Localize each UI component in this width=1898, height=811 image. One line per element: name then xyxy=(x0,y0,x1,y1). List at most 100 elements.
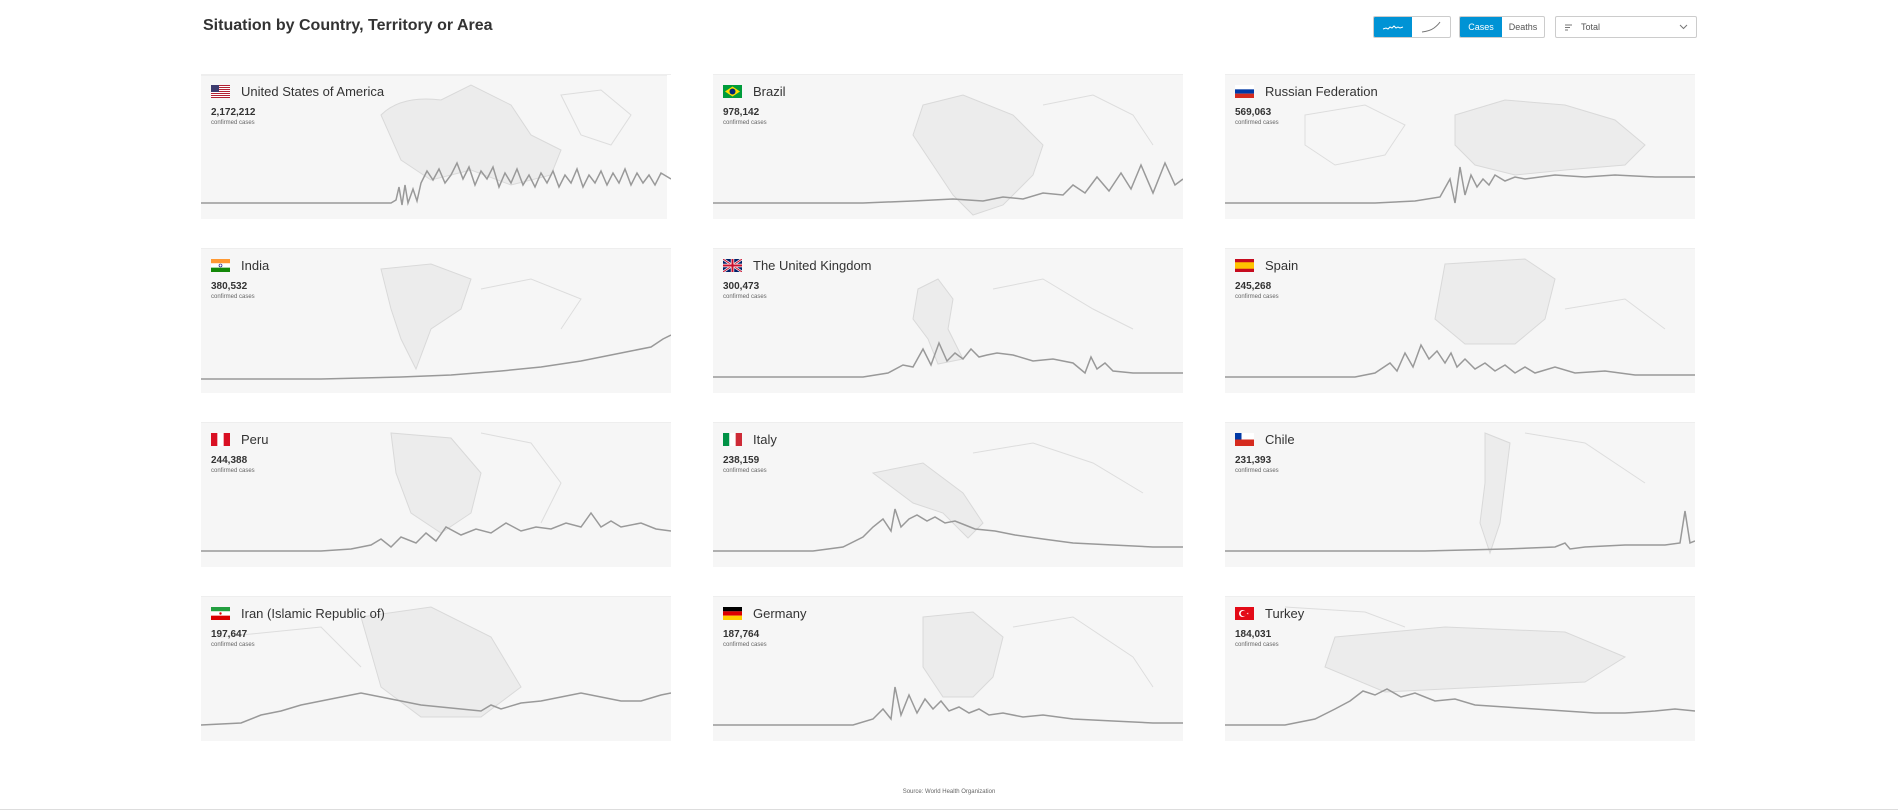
trend-sparkline xyxy=(201,511,671,552)
case-unit: confirmed cases xyxy=(1235,294,1279,300)
divider xyxy=(0,809,1898,810)
case-unit: confirmed cases xyxy=(1235,468,1279,474)
case-unit: confirmed cases xyxy=(211,468,255,474)
country-name: The United Kingdom xyxy=(753,258,872,273)
pe-flag-icon xyxy=(211,433,230,446)
country-name: Peru xyxy=(241,432,269,447)
case-count: 231,393 xyxy=(1235,455,1272,466)
cl-flag-icon xyxy=(1235,433,1254,446)
country-map-image xyxy=(220,606,522,718)
country-card[interactable]: Brazil 978,142 confirmed cases xyxy=(713,74,1183,219)
daily-chart-button[interactable] xyxy=(1374,17,1412,37)
country-map-image xyxy=(1434,258,1666,345)
country-name: Turkey xyxy=(1265,606,1305,621)
case-count: 197,647 xyxy=(211,629,248,640)
country-card[interactable]: India 380,532 confirmed cases xyxy=(201,248,671,393)
sort-icon xyxy=(1565,24,1572,30)
it-flag-icon xyxy=(723,433,742,446)
trend-sparkline xyxy=(1225,166,1695,204)
sort-select[interactable]: Total xyxy=(1555,16,1697,38)
case-count: 245,268 xyxy=(1235,281,1272,292)
header: Situation by Country, Territory or Area … xyxy=(203,0,1697,55)
bar-chart-icon xyxy=(1382,25,1404,30)
trend-sparkline xyxy=(201,692,671,726)
country-map-image xyxy=(1479,432,1646,555)
trend-sparkline xyxy=(713,508,1183,552)
metric-toggle: Cases Deaths xyxy=(1459,16,1545,38)
case-count: 238,159 xyxy=(723,455,760,466)
case-count: 184,031 xyxy=(1235,629,1272,640)
country-card[interactable]: Italy 238,159 confirmed cases xyxy=(713,422,1183,567)
ir-flag-icon xyxy=(211,607,230,620)
case-unit: confirmed cases xyxy=(211,642,255,648)
chart-type-toggle xyxy=(1373,16,1451,38)
country-name: Chile xyxy=(1265,432,1295,447)
sort-select-value: Total xyxy=(1581,22,1601,32)
country-map-image xyxy=(922,611,1154,698)
source-note: Source: World Health Organization xyxy=(902,789,996,795)
tr-flag-icon xyxy=(1235,607,1254,620)
country-card[interactable]: Turkey 184,031 confirmed cases xyxy=(1225,596,1695,741)
case-count: 244,388 xyxy=(211,455,248,466)
country-card[interactable]: Iran (Islamic Republic of) 197,647 confi… xyxy=(201,596,671,741)
country-card[interactable]: Chile 231,393 confirmed cases xyxy=(1225,422,1695,567)
country-name: Russian Federation xyxy=(1265,84,1378,99)
country-map-image xyxy=(390,432,562,534)
br-flag-icon xyxy=(723,85,742,98)
country-card[interactable]: The United Kingdom 300,473 confirmed cas… xyxy=(713,248,1183,393)
ru-flag-icon xyxy=(1235,85,1254,98)
case-count: 300,473 xyxy=(723,281,760,292)
country-map-image xyxy=(871,442,1144,539)
country-card[interactable]: Russian Federation 569,063 confirmed cas… xyxy=(1225,74,1695,219)
cumulative-chart-button[interactable] xyxy=(1412,17,1450,37)
case-unit: confirmed cases xyxy=(723,468,767,474)
in-flag-icon xyxy=(211,259,230,272)
country-card[interactable]: Germany 187,764 confirmed cases xyxy=(713,596,1183,741)
trend-sparkline xyxy=(713,161,1183,204)
de-flag-icon xyxy=(723,607,742,620)
line-chart-icon xyxy=(1421,21,1441,33)
country-map-image xyxy=(201,75,671,219)
trend-sparkline xyxy=(201,334,671,380)
us-flag-icon xyxy=(211,85,230,98)
case-count: 569,063 xyxy=(1235,107,1272,118)
trend-sparkline xyxy=(713,686,1183,726)
gb-flag-icon xyxy=(723,259,742,272)
case-count: 187,764 xyxy=(723,629,760,640)
page-title: Situation by Country, Territory or Area xyxy=(203,17,493,34)
country-name: Germany xyxy=(753,606,807,621)
case-unit: confirmed cases xyxy=(723,120,767,126)
country-name: United States of America xyxy=(241,84,385,99)
es-flag-icon xyxy=(1235,259,1254,272)
case-unit: confirmed cases xyxy=(1235,120,1279,126)
country-name: Brazil xyxy=(753,84,786,99)
country-map-image xyxy=(1304,99,1646,176)
case-count: 978,142 xyxy=(723,107,760,118)
case-unit: confirmed cases xyxy=(1235,642,1279,648)
trend-sparkline xyxy=(1225,688,1695,726)
deaths-button[interactable]: Deaths xyxy=(1508,22,1538,32)
country-name: Spain xyxy=(1265,258,1299,273)
case-unit: confirmed cases xyxy=(211,294,255,300)
case-count: 2,172,212 xyxy=(211,107,256,118)
trend-sparkline xyxy=(1225,343,1695,378)
trend-sparkline xyxy=(201,161,671,206)
case-unit: confirmed cases xyxy=(723,642,767,648)
case-unit: confirmed cases xyxy=(211,120,255,126)
country-card[interactable]: Peru 244,388 confirmed cases xyxy=(201,422,671,567)
country-map-image xyxy=(912,94,1154,216)
country-card[interactable]: Spain 245,268 confirmed cases xyxy=(1225,248,1695,393)
case-unit: confirmed cases xyxy=(723,294,767,300)
country-name: India xyxy=(241,258,270,273)
country-map-image xyxy=(912,278,1134,365)
country-card[interactable]: United States of America 2,172,212 confi… xyxy=(201,74,671,219)
country-map-image xyxy=(380,263,582,371)
case-count: 380,532 xyxy=(211,281,248,292)
trend-sparkline xyxy=(713,340,1183,378)
country-map-image xyxy=(1284,606,1627,693)
cases-button[interactable]: Cases xyxy=(1460,17,1502,37)
country-name: Italy xyxy=(753,432,777,447)
chevron-down-icon xyxy=(1679,24,1688,30)
country-name: Iran (Islamic Republic of) xyxy=(241,606,385,621)
trend-sparkline xyxy=(1225,510,1695,552)
